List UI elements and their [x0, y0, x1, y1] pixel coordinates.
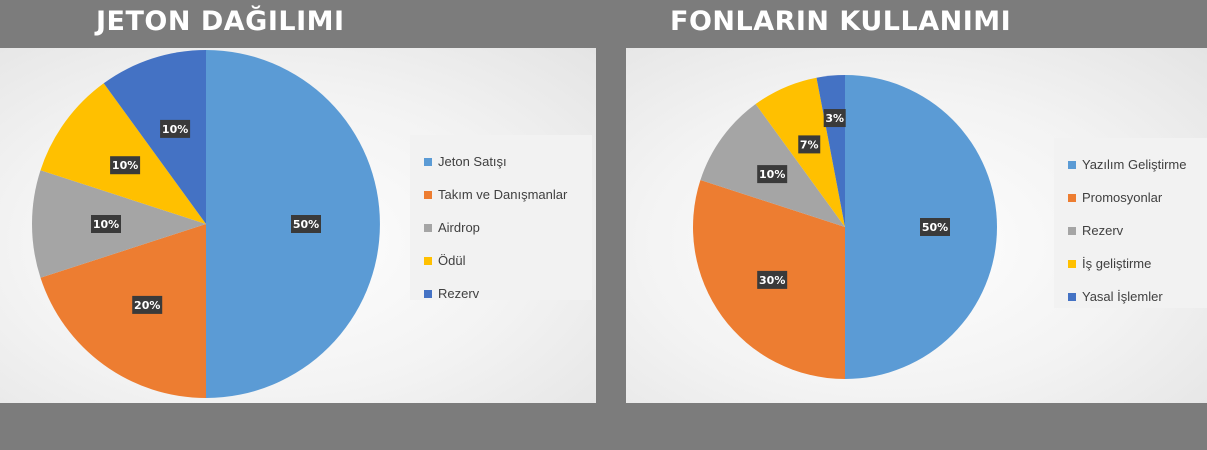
legend-item-yazilim-gelistirme: Yazılım Geliştirme	[1068, 148, 1195, 181]
data-label-jeton-jeton-satisi: 50%	[291, 215, 321, 233]
legend-label: Yasal İşlemler	[1082, 289, 1163, 304]
legend-label: Jeton Satışı	[438, 154, 507, 169]
svg-text:30%: 30%	[759, 274, 785, 287]
pie-slice-jeton-rezerv	[103, 50, 206, 224]
pie-chart-jeton: 50% 20% 10% 10% 10%	[32, 50, 380, 398]
legend-swatch	[1068, 292, 1076, 301]
legend-jeton: Jeton Satışı Takım ve Danışmanlar Airdrop Ö…	[410, 135, 592, 301]
pie-slice-jeton-odul	[40, 83, 206, 224]
legend-label: Ödül	[438, 253, 466, 268]
data-label-fonlar-is-gelistirme: 7%	[798, 135, 821, 154]
legend-fonlar: Yazılım Geliştirme Promosyonlar Rezerv İş g…	[1054, 138, 1207, 308]
legend-item-rezerv: Rezerv	[1068, 214, 1195, 247]
legend-label: Rezerv	[438, 286, 480, 301]
legend-item-yasal-islemler: Yasal İşlemler	[1068, 280, 1195, 313]
legend-label: Takım ve Danışmanlar	[438, 187, 568, 202]
legend-item-airdrop: Airdrop	[424, 211, 580, 244]
svg-text:3%: 3%	[825, 112, 844, 125]
legend-swatch	[424, 256, 432, 265]
legend-swatch	[424, 157, 432, 166]
legend-item-is-gelistirme: İş geliştirme	[1068, 247, 1195, 280]
pie-slice-jeton-takim-ve-danismanlar	[40, 224, 206, 398]
svg-text:10%: 10%	[759, 168, 785, 181]
chart-panel-fonlar: 50% 30% 10% 7% 3% Yazılım Geliştirme Promosyo…	[626, 48, 1207, 403]
svg-text:50%: 50%	[922, 221, 948, 234]
legend-swatch	[424, 289, 432, 298]
data-label-jeton-takim-ve-danismanlar: 20%	[132, 295, 163, 314]
data-label-jeton-airdrop: 10%	[91, 215, 121, 233]
pie-chart-fonlar: 50% 30% 10% 7% 3%	[693, 75, 997, 379]
chart-panel-jeton: 50% 20% 10% 10% 10% Jeton Satışı Takım ve Dan…	[0, 48, 596, 403]
legend-item-odul: Ödül	[424, 244, 580, 277]
data-label-fonlar-yazilim-gelistirme: 50%	[920, 218, 950, 236]
legend-label: Promosyonlar	[1082, 190, 1163, 205]
chart-title-fonlar: FONLARIN KULLANIMI	[670, 6, 1012, 37]
legend-swatch	[1068, 259, 1076, 268]
svg-text:10%: 10%	[112, 159, 138, 172]
svg-text:50%: 50%	[293, 218, 319, 231]
legend-swatch	[1068, 160, 1076, 169]
legend-label: İş geliştirme	[1082, 256, 1152, 271]
legend-item-promosyonlar: Promosyonlar	[1068, 181, 1195, 214]
data-label-jeton-odul: 10%	[110, 156, 141, 175]
legend-item-rezerv: Rezerv	[424, 277, 580, 310]
data-label-jeton-rezerv: 10%	[160, 119, 191, 138]
data-label-fonlar-yasal-islemler: 3%	[823, 109, 846, 128]
legend-label: Airdrop	[438, 220, 480, 235]
legend-swatch	[1068, 193, 1076, 202]
legend-label: Rezerv	[1082, 223, 1124, 238]
data-label-fonlar-promosyonlar: 30%	[757, 270, 788, 289]
chart-title-jeton: JETON DAĞILIMI	[96, 6, 345, 37]
legend-label: Yazılım Geliştirme	[1082, 157, 1187, 172]
svg-text:7%: 7%	[800, 138, 819, 151]
svg-text:10%: 10%	[93, 218, 119, 231]
svg-text:20%: 20%	[134, 299, 160, 312]
legend-item-jeton-satisi: Jeton Satışı	[424, 145, 580, 178]
legend-item-takim-ve-danismanlar: Takım ve Danışmanlar	[424, 178, 580, 211]
legend-swatch	[424, 223, 432, 232]
data-label-fonlar-rezerv: 10%	[757, 165, 788, 184]
legend-swatch	[1068, 226, 1076, 235]
svg-text:10%: 10%	[162, 123, 188, 136]
legend-swatch	[424, 190, 432, 199]
